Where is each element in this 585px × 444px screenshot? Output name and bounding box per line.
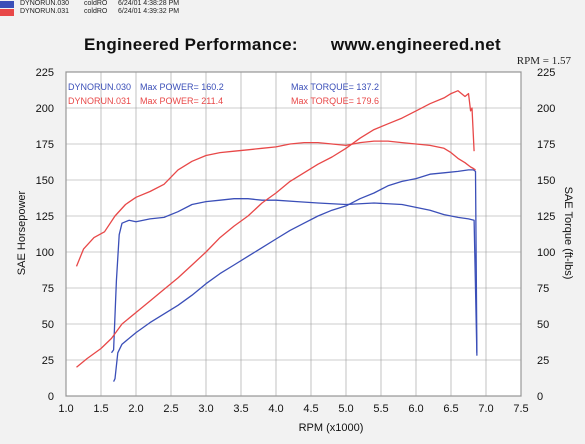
y-tick-label-left: 50 <box>42 319 54 331</box>
legend-max-power: Max POWER= 211.4 <box>140 96 224 106</box>
run-file-list: DYNORUN.030 coldRO 6/24/01 4:38:28 PM DY… <box>0 0 179 16</box>
run-date: 6/24/01 4:38:28 PM <box>118 0 180 7</box>
x-tick-label: 5.0 <box>338 403 353 415</box>
y-tick-label-right: 25 <box>537 355 549 367</box>
run-condition: coldRO <box>84 8 108 15</box>
y-tick-label-right: 100 <box>537 247 555 259</box>
y-tick-label-left: 225 <box>36 67 54 79</box>
y-tick-label-right: 50 <box>537 319 549 331</box>
y-tick-label-right: 200 <box>537 103 555 115</box>
x-tick-label: 6.5 <box>443 403 458 415</box>
x-tick-label: 7.0 <box>478 403 493 415</box>
run-file-name: DYNORUN.030 <box>20 0 70 7</box>
y-tick-label-left: 175 <box>36 139 54 151</box>
run-file-name: DYNORUN.031 <box>20 8 70 15</box>
legend-max-torque: Max TORQUE= 179.6 <box>291 96 379 106</box>
y-tick-label-left: 125 <box>36 211 54 223</box>
y-tick-label-right: 75 <box>537 283 549 295</box>
run-color-swatch <box>0 0 14 8</box>
data-series <box>75 90 478 382</box>
x-tick-label: 3.5 <box>233 403 248 415</box>
legend-run-name: DYNORUN.031 <box>68 96 132 106</box>
y-axis-label-left: SAE Horsepower <box>16 190 28 276</box>
run-file-row: DYNORUN.030 coldRO 6/24/01 4:38:28 PM <box>0 0 179 8</box>
run-date: 6/24/01 4:39:32 PM <box>118 8 180 15</box>
title-company: Engineered Performance: <box>84 35 298 54</box>
legend-run-name: DYNORUN.030 <box>68 82 132 92</box>
x-tick-label: 5.5 <box>373 403 388 415</box>
plot-area <box>65 71 522 397</box>
x-tick-label: 2.0 <box>128 403 143 415</box>
y-tick-label-left: 75 <box>42 283 54 295</box>
x-tick-label: 3.0 <box>198 403 213 415</box>
series-line-dynorun-031-torque <box>75 140 476 267</box>
chart-title: Engineered Performance: www.engineered.n… <box>0 35 585 55</box>
legend: DYNORUN.030 Max POWER= 160.2 Max TORQUE=… <box>68 80 523 108</box>
grid-lines <box>65 71 522 397</box>
legend-max-torque: Max TORQUE= 137.2 <box>291 82 379 92</box>
x-axis-label: RPM (x1000) <box>298 422 364 434</box>
y-tick-label-left: 200 <box>36 103 54 115</box>
y-tick-label-right: 0 <box>537 391 543 403</box>
run-file-row: DYNORUN.031 coldRO 6/24/01 4:39:32 PM <box>0 8 179 16</box>
y-tick-label-right: 175 <box>537 139 555 151</box>
y-tick-label-left: 0 <box>48 391 54 403</box>
rpm-readout: RPM = 1.57 <box>516 55 571 67</box>
y-tick-label-right: 150 <box>537 175 555 187</box>
y-tick-label-right: 225 <box>537 67 555 79</box>
series-line-dynorun-030-torque <box>110 198 478 356</box>
x-tick-label: 4.5 <box>303 403 318 415</box>
x-tick-label: 4.0 <box>268 403 283 415</box>
x-tick-label: 7.5 <box>513 403 528 415</box>
run-color-swatch <box>0 8 14 16</box>
legend-row: DYNORUN.030 Max POWER= 160.2 Max TORQUE=… <box>68 80 523 94</box>
y-tick-label-left: 100 <box>36 247 54 259</box>
x-tick-label: 1.0 <box>58 403 73 415</box>
x-tick-label: 1.5 <box>93 403 108 415</box>
run-condition: coldRO <box>84 0 108 7</box>
y-tick-label-left: 150 <box>36 175 54 187</box>
x-tick-label: 2.5 <box>163 403 178 415</box>
y-tick-label-right: 125 <box>537 211 555 223</box>
legend-max-power: Max POWER= 160.2 <box>140 82 224 92</box>
x-tick-label: 6.0 <box>408 403 423 415</box>
y-axis-label-right: SAE Torque (ft-lbs) <box>562 186 574 280</box>
series-line-dynorun-031-horsepower <box>76 90 475 368</box>
axis-ticks: 1.0 1.5 2.0 2.5 3.0 3.5 4.0 4.5 5.0 5.5 6.0 6.5 7.0 7… <box>36 67 556 415</box>
legend-row: DYNORUN.031 Max POWER= 211.4 Max TORQUE=… <box>68 94 523 108</box>
y-tick-label-left: 25 <box>42 355 54 367</box>
title-website: www.engineered.net <box>330 35 501 54</box>
series-line-dynorun-030-horsepower <box>113 169 478 382</box>
